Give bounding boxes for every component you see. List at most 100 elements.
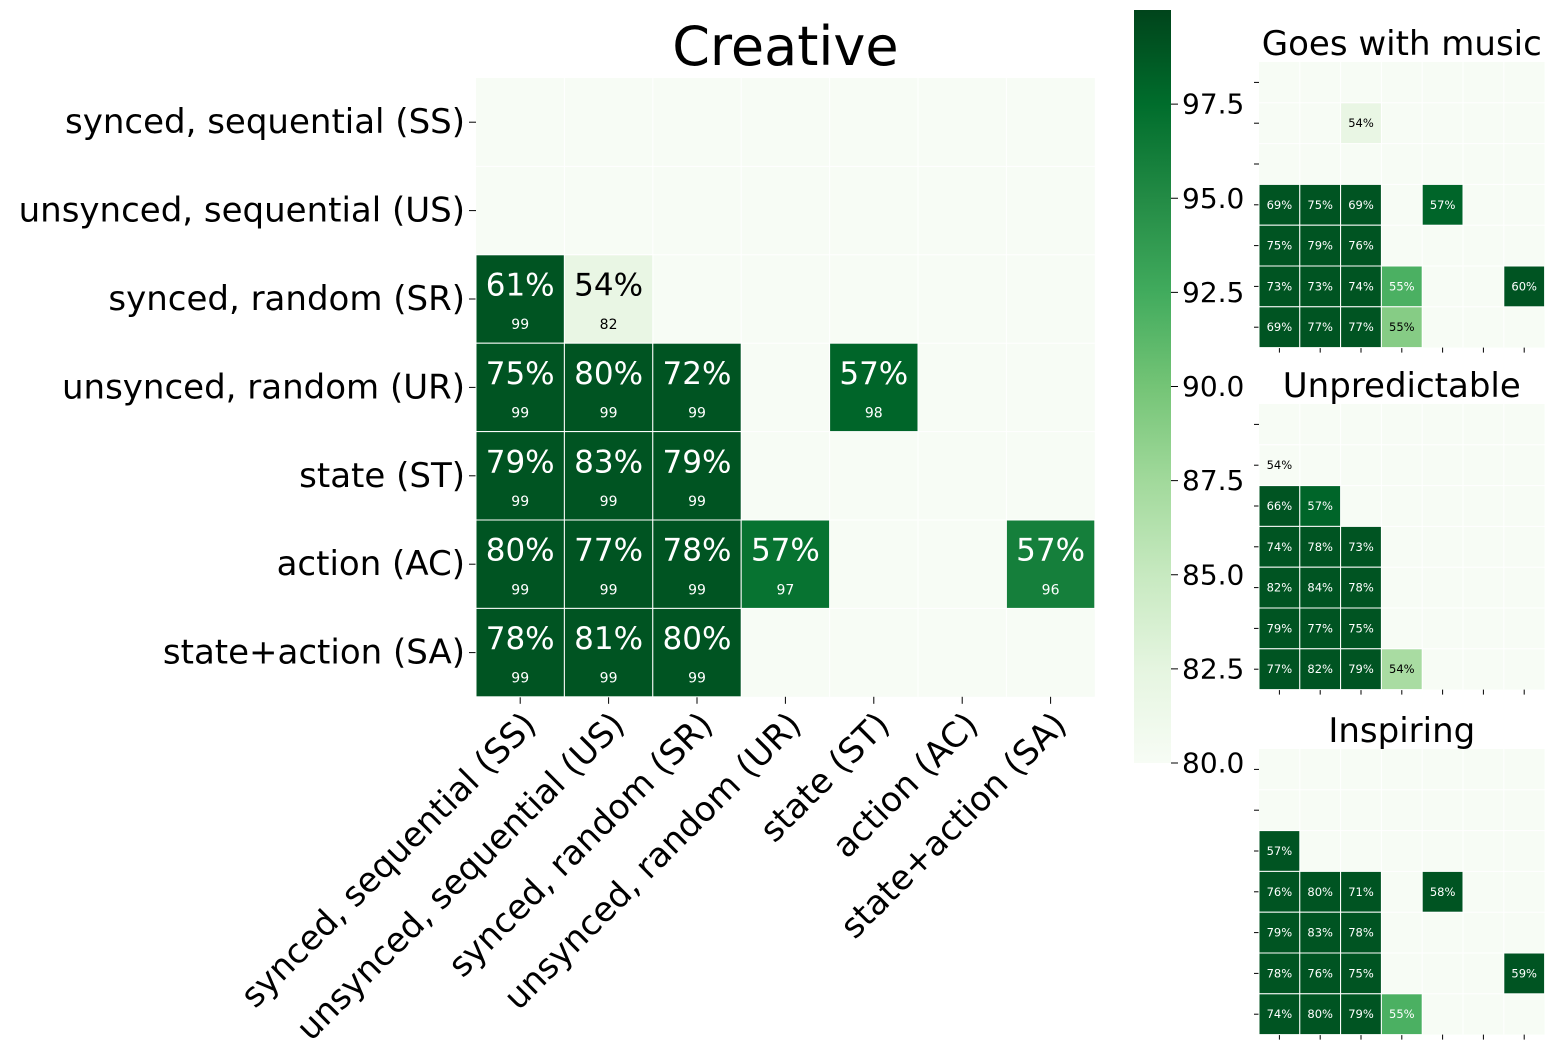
heatmap-cell [1258,306,1301,349]
heatmap-cell [1421,870,1464,913]
cell-percent-label: 69% [1267,198,1293,212]
cell-percent-label: 61% [486,267,555,303]
cell-percent-label: 74% [1267,540,1293,554]
heatmap-cell [475,431,565,521]
cell-confidence-label: 98 [865,405,883,421]
cell-percent-label: 75% [1307,198,1333,212]
heatmap-cell [563,254,654,344]
cell-percent-label: 54% [574,267,643,303]
heatmap-cell [1340,870,1382,913]
cell-percent-label: 66% [1267,499,1293,513]
colorbar-tick-label: 90.0 [1182,370,1244,403]
heatmap-cell [1299,224,1342,267]
cell-percent-label: 74% [1348,279,1374,293]
cell-percent-label: 54% [1267,458,1293,472]
cell-confidence-label: 97 [776,582,794,598]
cell-percent-label: 55% [1389,279,1415,293]
cell-percent-label: 76% [1267,885,1293,899]
cell-percent-label: 57% [1016,533,1085,569]
y-axis-label: synced, sequential (SS) [65,102,465,142]
heatmap-cell [1340,306,1382,349]
cell-percent-label: 59% [1511,966,1537,980]
cell-percent-label: 82% [1307,662,1333,676]
cell-percent-label: 77% [1348,320,1374,334]
cell-percent-label: 78% [1348,926,1374,940]
cell-percent-label: 78% [1348,581,1374,595]
cell-confidence-label: 99 [511,405,529,421]
heatmap-cell [475,342,565,433]
cell-percent-label: 79% [1348,1007,1374,1021]
heatmap-cell [1299,485,1342,527]
heatmap-cell [652,431,742,521]
colorbar-gradient [1134,10,1171,763]
heatmap-cell [1299,566,1342,609]
y-axis-label: unsynced, sequential (US) [19,191,465,231]
heatmap-cell [1340,911,1382,954]
colorbar-tick-label: 80.0 [1182,747,1244,780]
heatmap-cell [1299,993,1342,1036]
cell-confidence-label: 99 [511,582,529,598]
heatmap-cell [563,431,654,521]
cell-percent-label: 58% [1430,885,1456,899]
cell-percent-label: 80% [574,356,643,392]
cell-confidence-label: 82 [600,317,618,333]
cell-confidence-label: 99 [600,494,618,510]
cell-percent-label: 57% [1267,844,1293,858]
colorbar-tick-label: 85.0 [1182,558,1244,591]
y-axis-label: state+action (SA) [163,633,465,673]
heatmap-cell [652,519,742,609]
chart-title: Inspiring [1328,711,1475,751]
heatmap-cell [475,519,565,609]
heatmap-cell [1258,952,1301,995]
cell-percent-label: 69% [1348,198,1374,212]
cell-percent-label: 73% [1267,279,1293,293]
unpredictable-heatmap: Unpredictable 54% 66% 57% 74% 78% 73% 82% 84% 78%… [1254,366,1545,695]
cell-percent-label: 82% [1267,581,1293,595]
heatmap-cell [1340,525,1382,568]
cell-percent-label: 75% [1267,239,1293,253]
cell-percent-label: 79% [663,444,732,480]
cell-percent-label: 57% [1430,198,1456,212]
cell-confidence-label: 99 [600,671,618,687]
cell-percent-label: 54% [1348,116,1374,130]
heatmap-cell [1380,993,1423,1036]
heatmap-cell [563,342,654,433]
cell-percent-label: 83% [574,444,643,480]
cell-percent-label: 73% [1348,540,1374,554]
cell-confidence-label: 99 [511,494,529,510]
cell-percent-label: 79% [1307,239,1333,253]
cell-percent-label: 71% [1348,885,1374,899]
cell-percent-label: 81% [574,621,643,657]
cell-percent-label: 79% [1267,926,1293,940]
inspiring-heatmap: Inspiring 57% 76% 80% 71% 58% 79% 83% 78% 78% 76% 7… [1254,711,1546,1040]
heatmap-cell [1380,265,1423,308]
cell-confidence-label: 99 [511,671,529,687]
cell-percent-label: 60% [1511,279,1537,293]
heatmap-cell [1380,648,1423,691]
heatmap-cell [475,254,565,344]
cell-percent-label: 78% [486,621,555,657]
cell-percent-label: 57% [1307,499,1333,513]
heatmap-cell [829,342,919,433]
colorbar-tick-label: 82.5 [1182,652,1244,685]
heatmap-cell [1340,648,1382,691]
chart-title: Unpredictable [1283,366,1521,406]
heatmap-cell [1340,102,1382,145]
cell-confidence-label: 99 [688,671,706,687]
heatmap-cell [1340,183,1382,226]
heatmap-cell [1258,444,1301,487]
cell-confidence-label: 99 [688,494,706,510]
chart-title: Goes with music [1262,24,1542,64]
cell-percent-label: 77% [574,533,643,569]
heatmap-cell [1503,265,1546,308]
heatmap-cell [1258,265,1301,308]
x-axis-label: unsynced, sequential (US) [289,705,633,1049]
goes-with-music-heatmap: Goes with music 54% 69% 75% 69% 57% 75% 79% 76% 7… [1254,24,1546,353]
heatmap-cell [1299,952,1342,995]
cell-confidence-label: 99 [688,405,706,421]
y-axis-label: synced, random (SR) [108,279,465,319]
cell-confidence-label: 99 [600,405,618,421]
colorbar-tick-label: 92.5 [1182,276,1244,309]
heatmap-cell [1421,183,1464,226]
heatmap-cell [1299,306,1342,349]
